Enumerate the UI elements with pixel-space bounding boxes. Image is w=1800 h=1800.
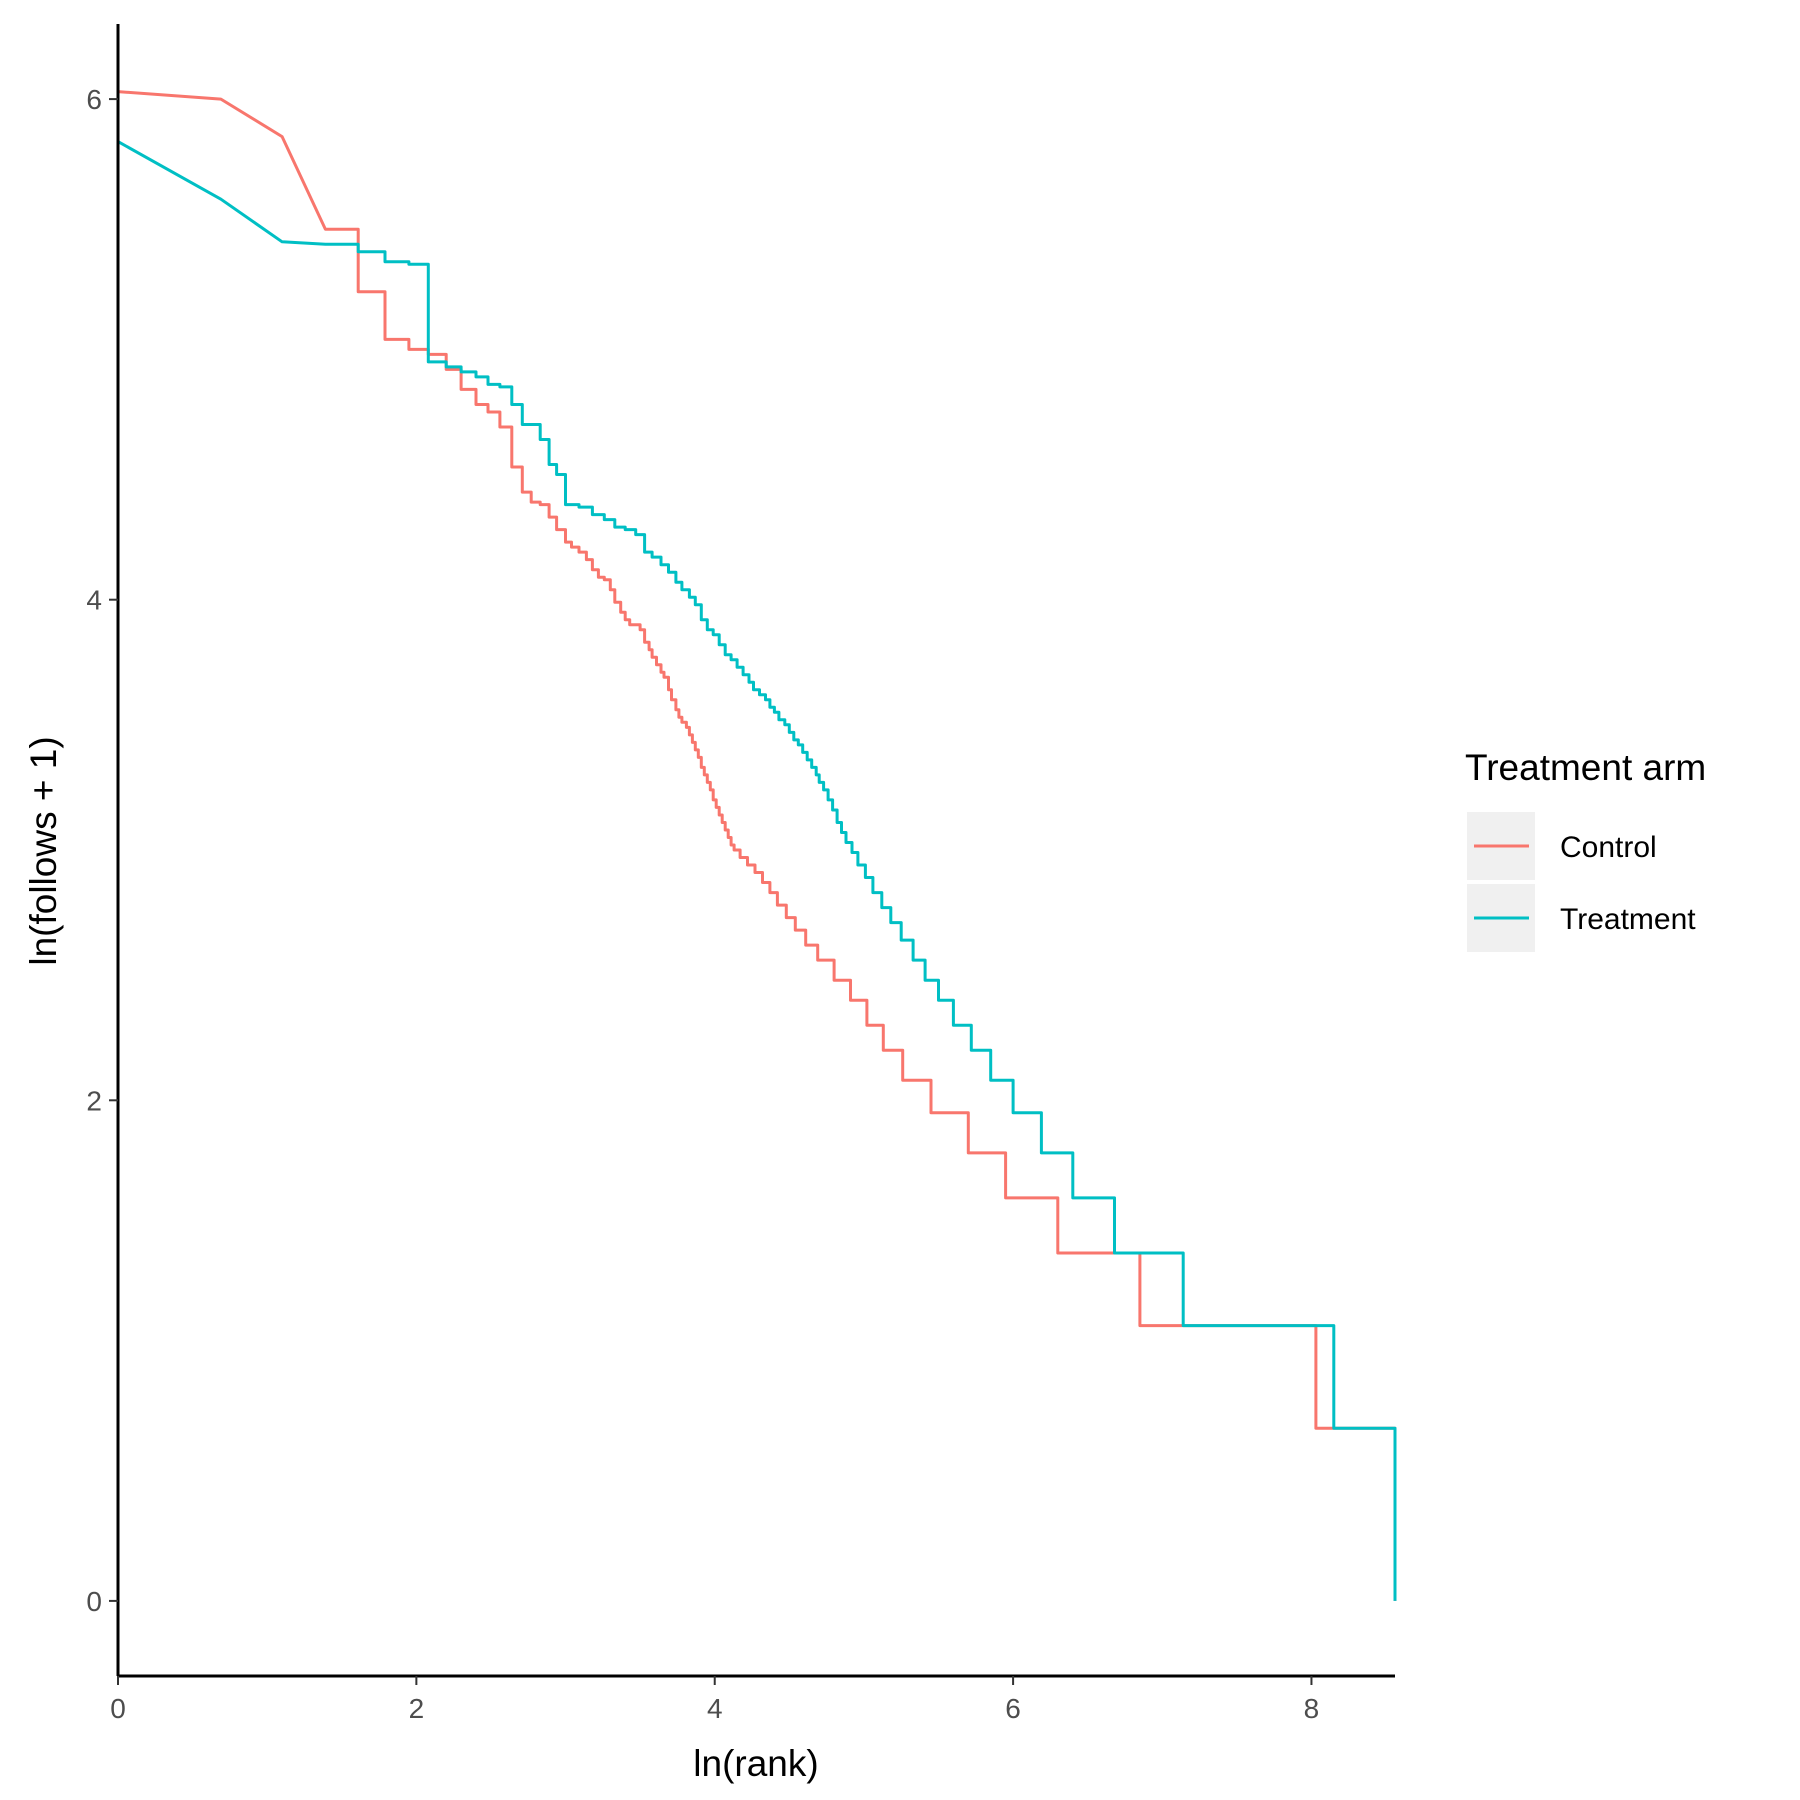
legend-label-treatment: Treatment [1560, 903, 1696, 936]
series-line-treatment [117, 140, 1397, 1601]
x-tick-label: 2 [409, 1693, 425, 1724]
x-tick-label: 0 [110, 1693, 126, 1724]
x-axis-title: ln(rank) [693, 1743, 818, 1784]
x-tick-label: 4 [707, 1693, 723, 1724]
legend-title: Treatment arm [1465, 747, 1706, 788]
legend-label-control: Control [1560, 831, 1657, 864]
y-tick-label: 2 [86, 1085, 102, 1116]
x-ticks: 0 2 4 6 8 [110, 1676, 1319, 1724]
legend: Treatment arm Control Treatment [1465, 747, 1706, 952]
x-tick-label: 8 [1304, 1693, 1320, 1724]
legend-item-control: Control [1467, 812, 1657, 880]
y-axis-title: ln(follows + 1) [23, 736, 64, 965]
series-line-control [117, 90, 1397, 1601]
y-ticks: 0 2 4 6 [86, 84, 118, 1617]
y-tick-label: 0 [86, 1586, 102, 1617]
axes [116, 24, 1395, 1678]
y-tick-label: 6 [86, 84, 102, 115]
x-tick-label: 6 [1005, 1693, 1021, 1724]
legend-item-treatment: Treatment [1467, 884, 1696, 952]
plot-lines [117, 90, 1397, 1601]
y-tick-label: 4 [86, 585, 102, 616]
